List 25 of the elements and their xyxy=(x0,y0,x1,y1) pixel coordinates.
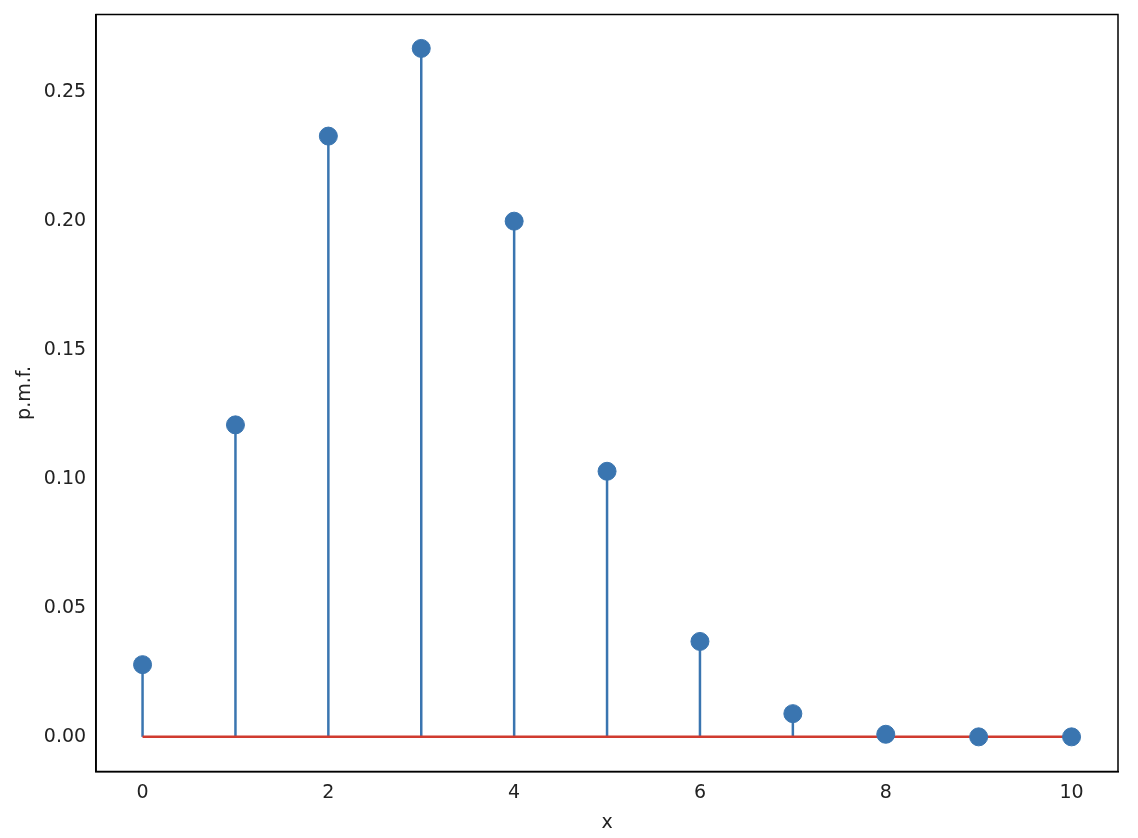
point xyxy=(1062,727,1082,747)
x-axis-title: x xyxy=(601,809,613,832)
x-tick-label: 10 xyxy=(1059,779,1084,802)
y-tick-label: 0.15 xyxy=(43,337,87,360)
x-tick-label: 6 xyxy=(693,779,706,802)
point xyxy=(504,211,524,231)
x-tick-label: 4 xyxy=(508,779,521,802)
y-tick-label: 0.25 xyxy=(43,79,87,102)
point xyxy=(597,461,617,481)
y-tick-label: 0.05 xyxy=(43,594,87,617)
y-tick-label: 0.20 xyxy=(43,208,87,231)
x-tick-label: 0 xyxy=(136,779,149,802)
y-axis-title: p.m.f. xyxy=(12,365,35,420)
point xyxy=(969,727,989,747)
y-tick-label: 0.00 xyxy=(43,723,87,746)
x-tick-label: 8 xyxy=(879,779,892,802)
point xyxy=(318,126,338,146)
point xyxy=(225,415,245,435)
point xyxy=(783,704,803,724)
point xyxy=(411,38,431,58)
x-tick-label: 2 xyxy=(322,779,335,802)
point xyxy=(690,631,710,651)
point xyxy=(876,724,896,744)
y-tick-label: 0.10 xyxy=(43,465,87,488)
point xyxy=(133,655,153,675)
